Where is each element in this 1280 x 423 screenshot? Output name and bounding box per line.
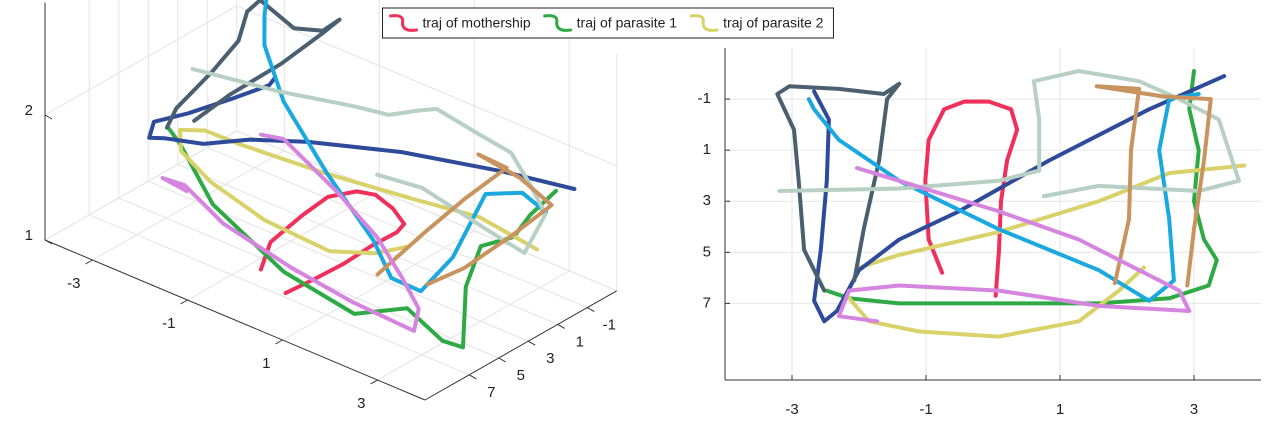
tick-mark xyxy=(44,114,53,120)
tick-mark xyxy=(180,299,188,305)
y-tick-label: 1 xyxy=(703,141,711,158)
trajectory-top xyxy=(806,92,1201,303)
trajectory-top xyxy=(812,74,1227,324)
panel-3d: -3 -1 1 3 -1 1 3 5 7 1 2 xyxy=(25,0,618,412)
legend-swatch xyxy=(543,14,573,32)
y-tick-label: 7 xyxy=(703,294,711,311)
z-tick-label: 2 xyxy=(25,102,33,119)
grid-line xyxy=(44,5,237,116)
y-tick-label: -1 xyxy=(603,317,616,334)
grid-line xyxy=(187,190,380,301)
tick-mark xyxy=(370,379,378,385)
y-tick-label: 7 xyxy=(487,384,495,401)
grid-line xyxy=(282,230,475,341)
legend-text: traj of parasite 1 xyxy=(577,15,678,31)
trajectory-3d xyxy=(375,152,554,287)
y-axis xyxy=(424,290,617,401)
z-tick-label: 1 xyxy=(25,227,33,244)
trajectory-3d xyxy=(258,189,407,296)
trajectory-top xyxy=(775,81,902,293)
grid-line xyxy=(177,163,558,325)
grid-line xyxy=(92,150,285,261)
trajectory-3d xyxy=(178,127,539,256)
tick-mark xyxy=(275,339,283,345)
legend: traj of mothership traj of parasite 1 traj… xyxy=(382,7,834,39)
trajectory-top xyxy=(923,99,1020,298)
x-tick-label: -3 xyxy=(785,401,798,418)
tick-mark xyxy=(498,357,506,363)
tick-mark xyxy=(557,323,565,329)
trajectory-3d xyxy=(160,132,421,333)
tick-mark xyxy=(528,340,536,346)
panel-top-view: -3 -1 1 3 -1 1 3 5 7 xyxy=(698,48,1261,418)
tick-mark xyxy=(469,374,477,380)
x-tick-label: 1 xyxy=(262,355,270,372)
x-tick-label: -1 xyxy=(162,315,175,332)
legend-swatch xyxy=(689,14,719,32)
x-tick-label: 3 xyxy=(357,395,365,412)
trajectory-top xyxy=(836,166,1192,324)
x-tick-label: 3 xyxy=(1190,401,1198,418)
y-tick-label: 5 xyxy=(517,367,525,384)
grid-line xyxy=(44,130,237,241)
tick-mark xyxy=(85,259,93,265)
trajectory-top xyxy=(777,69,1241,199)
legend-box xyxy=(382,7,834,39)
trajectory-top xyxy=(1094,84,1213,288)
trajectory-3d xyxy=(190,67,548,255)
y-tick-label: 1 xyxy=(576,333,584,350)
y-tick-label: 5 xyxy=(703,243,711,260)
legend-text: traj of mothership xyxy=(423,15,531,31)
tick-mark xyxy=(587,307,595,313)
trajectory-3d xyxy=(262,0,548,294)
legend-text: traj of parasite 2 xyxy=(723,15,824,31)
x-tick-label: -3 xyxy=(67,275,80,292)
x-axis xyxy=(44,239,426,401)
grid-line xyxy=(377,270,570,381)
grid-line xyxy=(236,5,617,167)
legend-swatch xyxy=(389,14,418,32)
x-tick-label: -1 xyxy=(919,401,932,418)
trajectory-top xyxy=(824,69,1219,306)
y-tick-label: 3 xyxy=(546,350,554,367)
x-tick-label: 1 xyxy=(1056,401,1064,418)
y-tick-label: -1 xyxy=(698,90,711,107)
trajectory-3d xyxy=(164,0,342,130)
y-tick-label: 3 xyxy=(703,192,711,209)
grid-line xyxy=(207,147,588,309)
grid-line xyxy=(89,214,470,376)
trajectory-3d xyxy=(147,75,577,191)
